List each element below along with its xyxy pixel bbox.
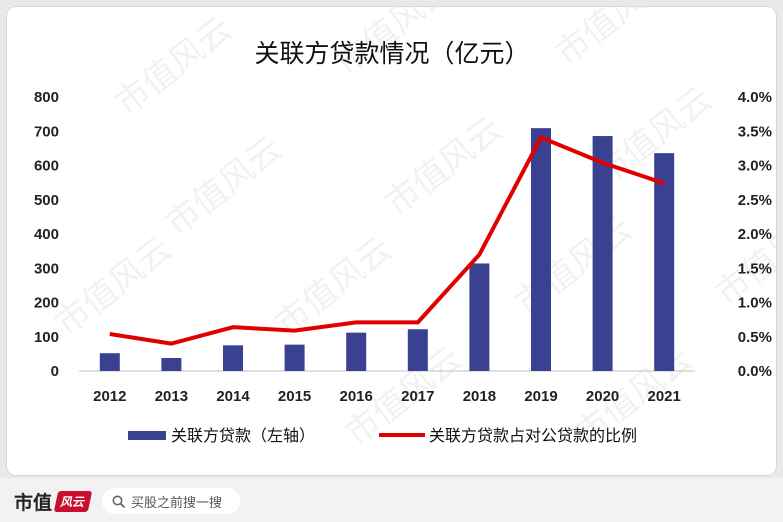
- x-tick-label: 2017: [401, 388, 434, 405]
- x-tick-label: 2021: [648, 388, 681, 405]
- left-tick-label: 600: [34, 158, 59, 175]
- watermark: 市值风云: [379, 110, 510, 224]
- bar-2013: [161, 357, 182, 371]
- watermark: 市值风云: [509, 210, 640, 324]
- right-tick-label: 0.0%: [738, 363, 772, 380]
- left-tick-label: 100: [34, 329, 59, 346]
- bar-2016: [346, 332, 367, 371]
- watermark: 市值风云: [109, 10, 240, 124]
- x-tick-label: 2014: [216, 388, 250, 405]
- left-tick-label: 0: [51, 363, 59, 380]
- brand-name: 市值: [14, 491, 53, 514]
- watermark: 市值风云: [49, 230, 180, 344]
- search-box[interactable]: 买股之前搜一搜: [102, 488, 240, 514]
- right-tick-label: 0.5%: [738, 329, 772, 346]
- x-tick-label: 2016: [340, 388, 373, 405]
- footer: 市值 风云 买股之前搜一搜: [0, 478, 783, 522]
- brand-mark: 风云: [53, 490, 93, 512]
- right-tick-label: 4.0%: [738, 89, 772, 106]
- left-tick-label: 800: [34, 89, 59, 106]
- right-tick-label: 2.0%: [738, 226, 772, 243]
- legend-bar-swatch: [128, 431, 166, 440]
- left-tick-label: 400: [34, 226, 59, 243]
- left-tick-label: 700: [34, 123, 59, 140]
- right-axis: 0.0% 0.5% 1.0% 1.5% 2.0% 2.5% 3.0% 3.5% 4.0%: [738, 89, 772, 380]
- line-series: [109, 135, 665, 346]
- bar-2018: [469, 263, 490, 371]
- bar-2020: [592, 136, 613, 371]
- legend-bar-label: 关联方贷款（左轴）: [171, 427, 315, 445]
- ratio-line: [109, 135, 665, 346]
- chart-title: 关联方贷款情况（亿元）: [254, 40, 529, 68]
- x-tick-label: 2020: [586, 388, 619, 405]
- bar-2017: [407, 329, 428, 371]
- left-tick-label: 500: [34, 192, 59, 209]
- x-tick-label: 2015: [278, 388, 311, 405]
- right-tick-label: 3.0%: [738, 158, 772, 175]
- x-tick-label: 2018: [463, 388, 496, 405]
- bar-series: [99, 128, 675, 371]
- bar-2015: [284, 344, 305, 371]
- x-tick-label: 2012: [93, 388, 126, 405]
- x-tick-label: 2019: [524, 388, 557, 405]
- bar-2014: [223, 345, 243, 371]
- right-tick-label: 2.5%: [738, 192, 772, 209]
- left-tick-label: 300: [34, 260, 59, 277]
- right-tick-label: 1.5%: [738, 260, 772, 277]
- search-placeholder: 买股之前搜一搜: [131, 495, 223, 511]
- right-tick-label: 3.5%: [738, 123, 772, 140]
- right-tick-label: 1.0%: [738, 295, 772, 312]
- bar-2012: [99, 353, 120, 371]
- left-axis: 0 100 200 300 400 500 600 700 800: [34, 89, 59, 380]
- left-tick-label: 200: [34, 295, 59, 312]
- bar-2021: [654, 153, 675, 371]
- x-axis: 2012 2013 2014 2015 2016 2017 2018 2019 2020 2021: [93, 388, 681, 405]
- brand-logo[interactable]: 市值 风云: [14, 489, 93, 514]
- legend: 关联方贷款（左轴） 关联方贷款占对公贷款的比例: [128, 427, 637, 445]
- legend-line-label: 关联方贷款占对公贷款的比例: [429, 427, 637, 445]
- search-icon: [112, 495, 125, 508]
- bar-2019: [531, 128, 551, 371]
- chart-card: 市值风云 市值风云 市值风云 市值风云 市值风云 市值风云 市值风云 市值风云 市值风云 市值风云…: [6, 6, 777, 476]
- x-tick-label: 2013: [155, 388, 188, 405]
- watermark: 市值风云: [159, 130, 290, 244]
- watermark: 市值风云: [549, 7, 680, 73]
